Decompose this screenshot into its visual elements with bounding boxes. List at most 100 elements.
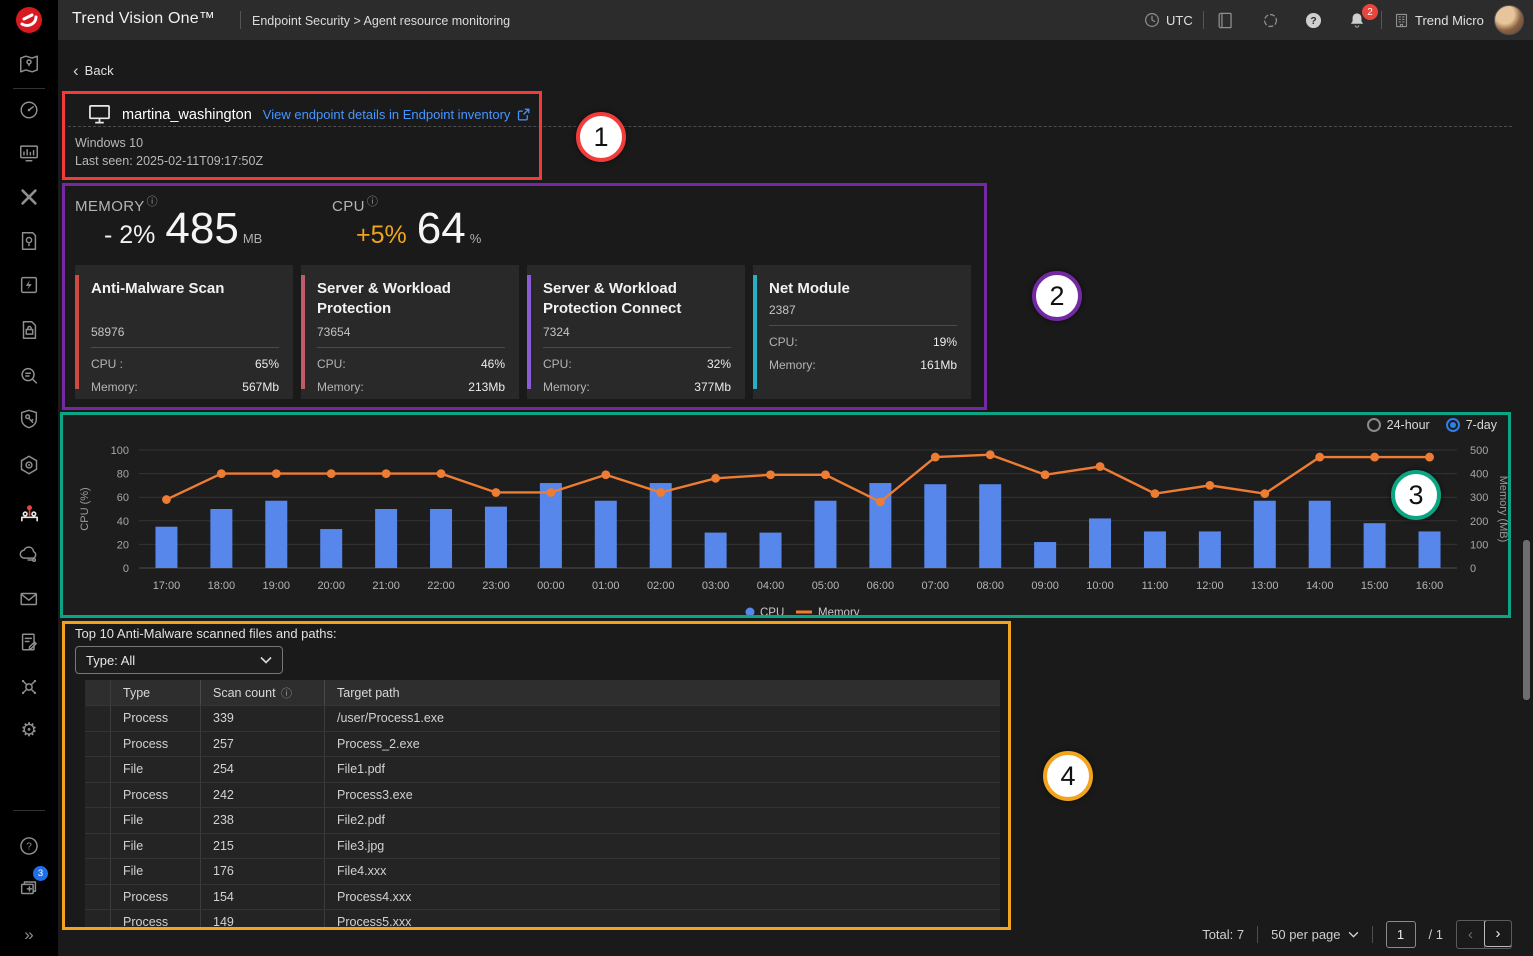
page-number-input[interactable]: 1 bbox=[1386, 921, 1416, 948]
resource-usage-chart-panel: 24-hour 7-day 02040608010001002003004005… bbox=[60, 412, 1511, 618]
sidebar-item-automation[interactable] bbox=[0, 267, 58, 303]
sidebar-item-xdr[interactable] bbox=[0, 179, 58, 215]
table-cell: Process5.xxx bbox=[325, 910, 1000, 929]
sidebar-item-email-security[interactable] bbox=[0, 581, 58, 617]
endpoint-inventory-link[interactable]: View endpoint details in Endpoint invent… bbox=[263, 107, 532, 122]
table-row[interactable]: File238File2.pdf bbox=[85, 807, 1000, 833]
table-cell: Process bbox=[111, 910, 201, 929]
tenant-label: Trend Micro bbox=[1415, 13, 1484, 28]
monitor-chart-icon bbox=[18, 142, 40, 164]
table-cell bbox=[85, 885, 111, 910]
question-icon: ? bbox=[18, 835, 40, 857]
trend-micro-logo[interactable] bbox=[0, 0, 58, 40]
updates-badge: 3 bbox=[33, 866, 48, 881]
pinwheel-icon bbox=[1261, 11, 1280, 30]
table-cell: Process4.xxx bbox=[325, 885, 1000, 910]
table-row[interactable]: Process154Process4.xxx bbox=[85, 884, 1000, 910]
svg-text:60: 60 bbox=[117, 492, 129, 504]
tenant-switcher[interactable]: Trend Micro bbox=[1393, 0, 1484, 40]
sidebar-item-reports[interactable] bbox=[0, 135, 58, 171]
sidebar-item-intelligence[interactable] bbox=[0, 223, 58, 259]
total-count: Total: 7 bbox=[1202, 927, 1244, 942]
svg-text:?: ? bbox=[1310, 16, 1316, 27]
card-memory-value: 213Mb bbox=[468, 380, 505, 394]
svg-text:02:00: 02:00 bbox=[647, 580, 675, 592]
integrations-button[interactable] bbox=[1261, 0, 1280, 40]
sidebar-item-network-discovery[interactable] bbox=[0, 669, 58, 705]
back-button[interactable]: ‹ Back bbox=[73, 62, 114, 79]
svg-text:04:00: 04:00 bbox=[757, 580, 785, 592]
card-divider bbox=[91, 347, 279, 348]
card-memory-label: Memory: bbox=[317, 380, 364, 394]
sidebar-item-identity-security[interactable] bbox=[0, 401, 58, 437]
table-cell: 149 bbox=[201, 910, 325, 929]
next-page-button[interactable]: › bbox=[1484, 920, 1512, 947]
table-row[interactable]: File215File3.jpg bbox=[85, 833, 1000, 859]
network-search-icon bbox=[18, 676, 40, 698]
cpu-delta: +5% bbox=[356, 221, 407, 250]
table-row[interactable]: Process149Process5.xxx bbox=[85, 909, 1000, 929]
sidebar-item-help[interactable]: ? bbox=[0, 828, 58, 864]
sidebar-item-settings[interactable]: ⚙ bbox=[0, 712, 58, 748]
card-memory-label: Memory: bbox=[543, 380, 590, 394]
documentation-button[interactable] bbox=[1216, 0, 1235, 40]
card-divider bbox=[543, 347, 731, 348]
vertical-scrollbar[interactable] bbox=[1523, 540, 1530, 700]
table-row[interactable]: Process257Process_2.exe bbox=[85, 731, 1000, 757]
timezone-button[interactable]: UTC bbox=[1143, 0, 1193, 40]
svg-text:Memory (MB): Memory (MB) bbox=[1497, 476, 1509, 543]
svg-text:14:00: 14:00 bbox=[1306, 580, 1334, 592]
avatar[interactable] bbox=[1494, 5, 1524, 35]
range-option-24-hour[interactable]: 24-hour bbox=[1367, 418, 1430, 432]
sidebar-item-search[interactable] bbox=[0, 358, 58, 394]
sidebar-item-attack-surface[interactable] bbox=[0, 447, 58, 483]
card-title: Anti-Malware Scan bbox=[91, 279, 279, 321]
sidebar-item-threat-map[interactable] bbox=[0, 46, 58, 82]
per-page-dropdown[interactable]: 50 per page bbox=[1271, 927, 1358, 942]
table-header-type: Type bbox=[111, 680, 201, 705]
svg-text:0: 0 bbox=[1470, 563, 1476, 575]
notification-badge: 2 bbox=[1362, 4, 1378, 20]
table-row[interactable]: Process242Process3.exe bbox=[85, 782, 1000, 808]
svg-text:16:00: 16:00 bbox=[1416, 580, 1444, 592]
sidebar-item-whats-new[interactable]: 3 bbox=[0, 870, 58, 906]
scan-count-info-icon[interactable]: ⓘ bbox=[281, 685, 292, 701]
cpu-memory-chart: 020406080100010020030040050017:0018:0019… bbox=[62, 412, 1509, 618]
sidebar-item-cloud-security[interactable] bbox=[0, 536, 58, 572]
svg-text:07:00: 07:00 bbox=[922, 580, 950, 592]
table-cell: Process3.exe bbox=[325, 783, 1000, 808]
table-cell bbox=[85, 706, 111, 731]
svg-text:03:00: 03:00 bbox=[702, 580, 730, 592]
module-card-swp-connect: Server & Workload Protection Connect 732… bbox=[527, 265, 745, 399]
svg-text:18:00: 18:00 bbox=[208, 580, 236, 592]
card-divider bbox=[769, 325, 957, 326]
previous-page-button[interactable]: ‹ bbox=[1457, 921, 1485, 948]
cpu-metric: +5% 64 % bbox=[356, 204, 481, 254]
timezone-label: UTC bbox=[1166, 13, 1193, 28]
sidebar-expand-button[interactable]: » bbox=[0, 916, 58, 952]
svg-text:40: 40 bbox=[117, 516, 129, 528]
svg-text:CPU: CPU bbox=[760, 607, 784, 618]
table-row[interactable]: Process339/user/Process1.exe bbox=[85, 705, 1000, 731]
sidebar-nav: ⚙ ? 3 » bbox=[0, 40, 58, 956]
endpoint-last-seen: Last seen: 2025-02-11T09:17:50Z bbox=[75, 154, 263, 168]
svg-text:23:00: 23:00 bbox=[482, 580, 510, 592]
lightbulb-doc-icon bbox=[18, 230, 40, 252]
card-cpu-value: 19% bbox=[933, 335, 957, 349]
table-row[interactable]: File254File1.pdf bbox=[85, 756, 1000, 782]
table-cell: Process bbox=[111, 732, 201, 757]
sidebar-item-policies[interactable] bbox=[0, 312, 58, 348]
table-cell: File bbox=[111, 808, 201, 833]
type-filter-dropdown[interactable]: Type: All bbox=[75, 646, 283, 674]
svg-text:15:00: 15:00 bbox=[1361, 580, 1389, 592]
sidebar-item-service-management[interactable] bbox=[0, 624, 58, 660]
help-button[interactable]: ? bbox=[1304, 0, 1323, 40]
svg-text:Memory: Memory bbox=[818, 607, 860, 618]
sidebar-item-endpoint-security-active[interactable] bbox=[0, 494, 58, 530]
svg-text:500: 500 bbox=[1470, 445, 1488, 457]
sidebar-item-dashboard[interactable] bbox=[0, 92, 58, 128]
range-option-7-day[interactable]: 7-day bbox=[1446, 418, 1497, 432]
external-link-icon bbox=[516, 107, 531, 122]
topbar-divider bbox=[240, 11, 241, 29]
table-row[interactable]: File176File4.xxx bbox=[85, 858, 1000, 884]
